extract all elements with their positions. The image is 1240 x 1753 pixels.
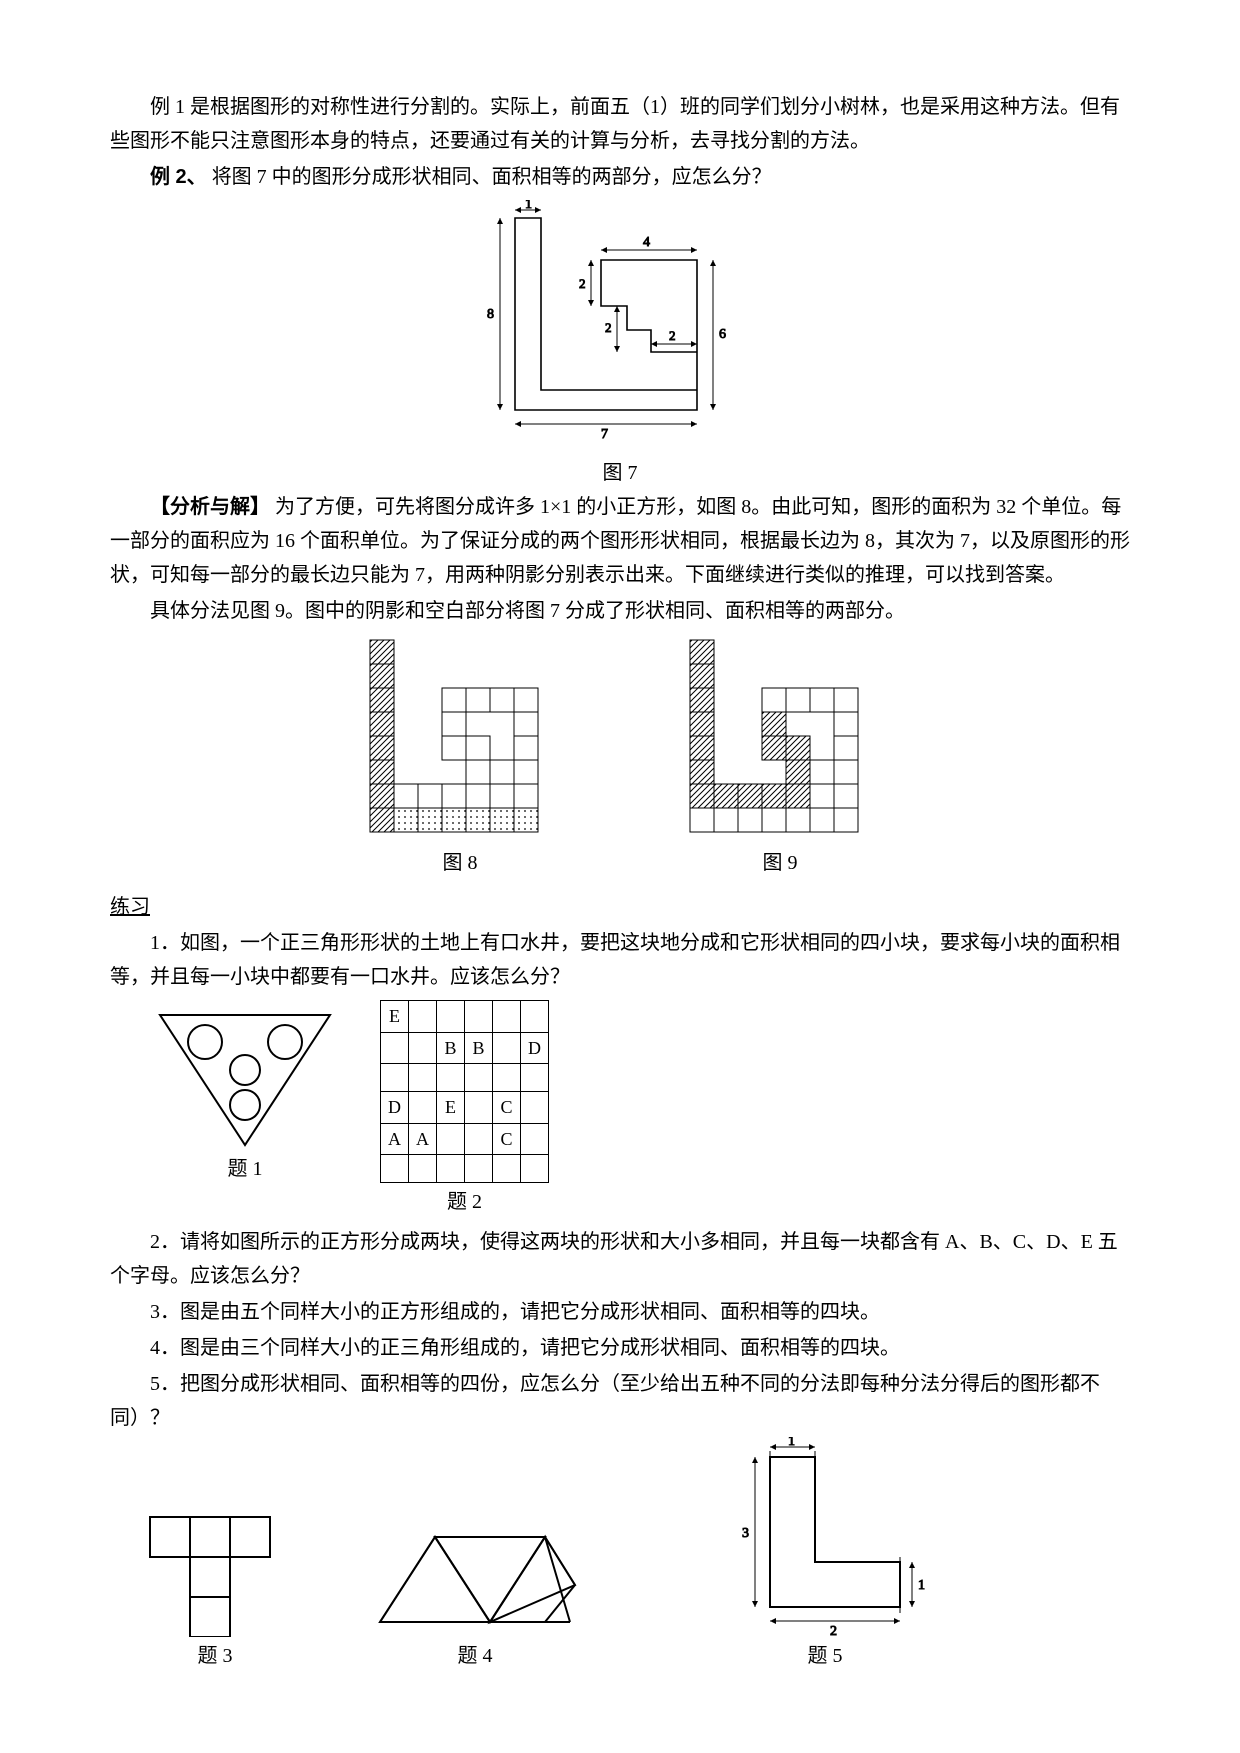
ti5-svg: 1 3 1 2 bbox=[720, 1437, 930, 1637]
ti3-caption: 题 3 bbox=[198, 1639, 233, 1673]
ti2-cell bbox=[521, 1123, 549, 1155]
ti4-caption: 题 4 bbox=[458, 1639, 493, 1673]
svg-text:4: 4 bbox=[643, 235, 650, 250]
ti2-cell bbox=[437, 1064, 465, 1092]
svg-text:2: 2 bbox=[605, 320, 612, 335]
analysis-label: 【分析与解】 bbox=[150, 496, 270, 518]
ti3-svg bbox=[140, 1507, 290, 1637]
ti2-cell: C bbox=[493, 1092, 521, 1124]
ti2-cell: C bbox=[493, 1123, 521, 1155]
ti2-cell bbox=[521, 1155, 549, 1183]
practice-label: 练习 bbox=[110, 890, 1130, 924]
analysis-paragraph: 【分析与解】 为了方便，可先将图分成许多 1×1 的小正方形，如图 8。由此可知… bbox=[110, 490, 1130, 592]
ti2-cell bbox=[465, 1155, 493, 1183]
figure-7: 1 4 8 6 7 2 2 2 bbox=[110, 200, 1130, 450]
ti2-cell bbox=[437, 1123, 465, 1155]
question-3: 3．图是由五个同样大小的正方形组成的，请把它分成形状相同、面积相等的四块。 bbox=[110, 1295, 1130, 1329]
ti2-cell bbox=[493, 1032, 521, 1064]
ti2-cell bbox=[465, 1001, 493, 1033]
analysis-paragraph-2: 具体分法见图 9。图中的阴影和空白部分将图 7 分成了形状相同、面积相等的两部分… bbox=[110, 594, 1130, 628]
ti2-cell: A bbox=[409, 1123, 437, 1155]
ti2-cell bbox=[409, 1032, 437, 1064]
figure-ti4: 题 4 bbox=[370, 1527, 580, 1673]
ti2-cell: E bbox=[381, 1001, 409, 1033]
svg-text:3: 3 bbox=[742, 1526, 749, 1541]
figures-ti1-ti2: 题 1 EBBDDECAAC 题 2 bbox=[150, 1000, 1130, 1219]
figure-7-svg: 1 4 8 6 7 2 2 2 bbox=[455, 200, 785, 450]
ti2-cell bbox=[493, 1001, 521, 1033]
svg-text:2: 2 bbox=[830, 1624, 837, 1637]
question-1: 1．如图，一个正三角形形状的土地上有口水井，要把这块地分成和它形状相同的四小块，… bbox=[110, 926, 1130, 994]
ti2-cell bbox=[381, 1064, 409, 1092]
ti2-cell: B bbox=[437, 1032, 465, 1064]
ex2-label: 例 2、 bbox=[150, 166, 207, 188]
ti2-cell: A bbox=[381, 1123, 409, 1155]
ti4-svg bbox=[370, 1527, 580, 1637]
ti2-cell bbox=[493, 1064, 521, 1092]
figure-8-caption: 图 8 bbox=[443, 846, 478, 880]
ti1-caption: 题 1 bbox=[228, 1152, 263, 1186]
svg-text:2: 2 bbox=[669, 328, 676, 343]
question-2: 2．请将如图所示的正方形分成两块，使得这两块的形状和大小多相同，并且每一块都含有… bbox=[110, 1225, 1130, 1293]
svg-text:1: 1 bbox=[918, 1578, 925, 1593]
ti2-cell bbox=[521, 1001, 549, 1033]
ti2-cell: B bbox=[465, 1032, 493, 1064]
ti2-cell bbox=[521, 1064, 549, 1092]
figures-ti3-ti4-ti5: 题 3 题 4 bbox=[140, 1437, 1130, 1673]
question-5: 5．把图分成形状相同、面积相等的四份，应怎么分（至少给出五种不同的分法即每种分法… bbox=[110, 1367, 1130, 1435]
svg-text:1: 1 bbox=[525, 200, 532, 212]
ti2-cell bbox=[437, 1001, 465, 1033]
ti2-cell bbox=[493, 1155, 521, 1183]
ti2-cell bbox=[521, 1092, 549, 1124]
ex2-text: 将图 7 中的图形分成形状相同、面积相等的两部分，应怎么分？ bbox=[212, 166, 772, 188]
figure-9: 图 9 bbox=[680, 634, 880, 880]
ti2-cell bbox=[465, 1092, 493, 1124]
figure-ti3: 题 3 bbox=[140, 1507, 290, 1673]
ti2-cell bbox=[437, 1155, 465, 1183]
svg-text:1: 1 bbox=[788, 1437, 795, 1449]
ti2-cell: D bbox=[521, 1032, 549, 1064]
figure-9-caption: 图 9 bbox=[763, 846, 798, 880]
figure-ti1: 题 1 bbox=[150, 1000, 340, 1186]
ti2-cell bbox=[465, 1064, 493, 1092]
svg-text:2: 2 bbox=[579, 276, 586, 291]
ti2-cell: E bbox=[437, 1092, 465, 1124]
figure-ti5: 1 3 1 2 题 5 bbox=[720, 1437, 930, 1673]
ti2-cell bbox=[409, 1092, 437, 1124]
ti2-table: EBBDDECAAC bbox=[380, 1000, 549, 1183]
svg-text:8: 8 bbox=[487, 307, 494, 322]
example-2: 例 2、 将图 7 中的图形分成形状相同、面积相等的两部分，应怎么分？ bbox=[110, 160, 1130, 194]
figures-8-9: 图 8 图 9 bbox=[110, 634, 1130, 880]
figure-8: 图 8 bbox=[360, 634, 560, 880]
ti2-cell bbox=[381, 1155, 409, 1183]
ti2-caption: 题 2 bbox=[447, 1185, 482, 1219]
ti5-caption: 题 5 bbox=[808, 1639, 843, 1673]
ti2-cell: D bbox=[381, 1092, 409, 1124]
ti2-cell bbox=[409, 1155, 437, 1183]
svg-text:6: 6 bbox=[719, 327, 726, 342]
ti2-cell bbox=[409, 1064, 437, 1092]
ti2-cell bbox=[381, 1032, 409, 1064]
svg-text:7: 7 bbox=[601, 427, 608, 442]
ti2-cell bbox=[465, 1123, 493, 1155]
ti1-svg bbox=[150, 1000, 340, 1150]
figure-8-svg bbox=[360, 634, 560, 844]
intro-paragraph: 例 1 是根据图形的对称性进行分割的。实际上，前面五（1）班的同学们划分小树林，… bbox=[110, 90, 1130, 158]
figure-7-caption: 图 7 bbox=[110, 456, 1130, 490]
question-4: 4．图是由三个同样大小的正三角形组成的，请把它分成形状相同、面积相等的四块。 bbox=[110, 1331, 1130, 1365]
figure-ti2: EBBDDECAAC 题 2 bbox=[380, 1000, 549, 1219]
figure-9-svg bbox=[680, 634, 880, 844]
ti2-cell bbox=[409, 1001, 437, 1033]
